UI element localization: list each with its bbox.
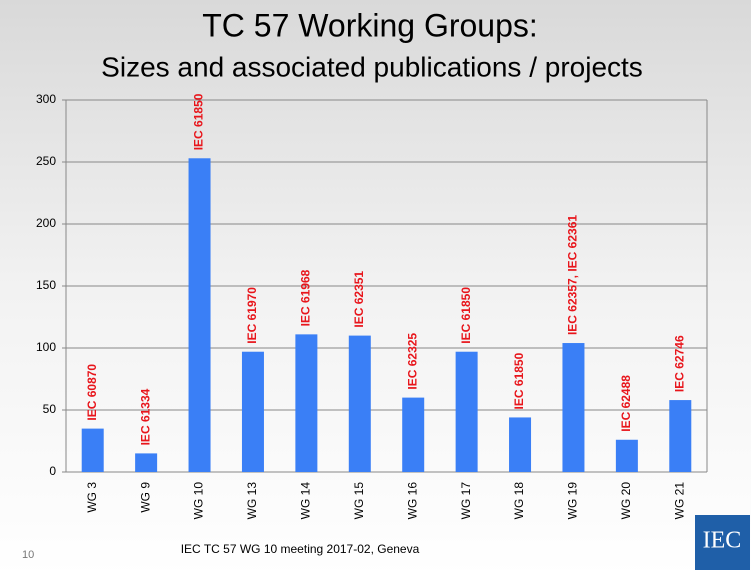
bar: [188, 158, 211, 472]
bar: [615, 439, 638, 472]
x-tick-label: WG 18: [512, 482, 526, 520]
y-tick-label: 150: [36, 278, 56, 292]
bar: [455, 351, 478, 472]
y-tick-label: 250: [36, 154, 56, 168]
x-tick-label: WG 14: [299, 482, 313, 520]
bar: [81, 428, 104, 472]
chart-title: TC 57 Working Groups:: [202, 7, 538, 43]
x-tick-label: WG 10: [192, 482, 206, 520]
x-tick-label: WG 9: [138, 482, 152, 513]
x-tick-label: WG 20: [619, 482, 633, 520]
bar: [669, 400, 692, 472]
y-tick-label: 100: [36, 340, 56, 354]
x-tick-label: WG 21: [672, 482, 686, 520]
y-tick-label: 50: [43, 402, 57, 416]
bar: [135, 453, 158, 472]
bar: [295, 334, 318, 472]
bar: [241, 351, 264, 472]
bar: [348, 335, 371, 472]
bar-annotation: IEC 61970: [245, 287, 259, 344]
y-tick-label: 0: [49, 464, 56, 478]
page-number: 10: [22, 549, 34, 561]
x-tick-label: WG 17: [459, 482, 473, 520]
bar-annotation: IEC 60870: [85, 364, 99, 421]
x-tick-label: WG 3: [85, 482, 99, 513]
bar-annotation: IEC 62488: [619, 375, 633, 432]
logo-box: [695, 515, 750, 570]
y-tick-label: 200: [36, 216, 56, 230]
x-tick-label: WG 16: [405, 482, 419, 520]
bar: [562, 343, 585, 472]
bar-annotation: IEC 62325: [405, 333, 419, 390]
x-tick-label: WG 15: [352, 482, 366, 520]
bar-annotation: IEC 62351: [352, 271, 366, 328]
bar: [509, 417, 532, 472]
bar-annotation: IEC 61968: [299, 269, 313, 326]
bar-annotation: IEC 61334: [138, 388, 152, 445]
bar-annotation: IEC 61850: [192, 93, 206, 150]
bar-annotation: IEC 61850: [459, 287, 473, 344]
chart-subtitle: Sizes and associated publications / proj…: [101, 51, 643, 82]
x-tick-label: WG 19: [566, 482, 580, 520]
y-tick-label: 300: [36, 92, 56, 106]
footer: IEC TC 57 WG 10 meeting 2017-02, Geneva: [181, 542, 420, 556]
bar-annotation: IEC 62357, IEC 62361: [566, 215, 580, 335]
bar-annotation: IEC 61850: [512, 352, 526, 409]
bar: [402, 397, 425, 472]
logo: IEC: [703, 528, 742, 554]
x-tick-label: WG 13: [245, 482, 259, 520]
bar-annotation: IEC 62746: [672, 335, 686, 392]
